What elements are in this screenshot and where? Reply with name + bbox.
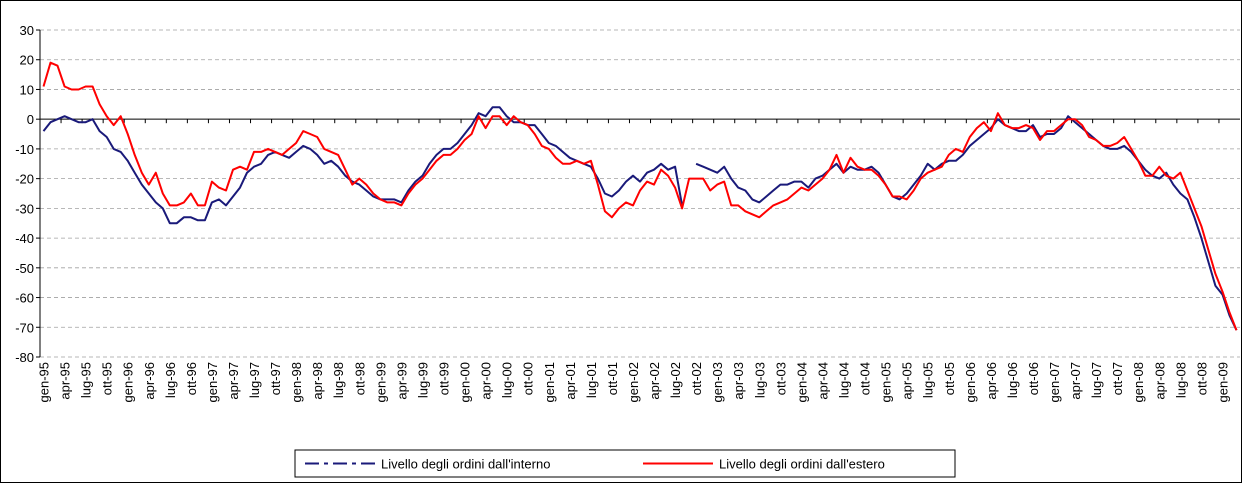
y-tick-label: -70 bbox=[15, 320, 34, 335]
x-tick-label: ott-06 bbox=[1026, 362, 1041, 395]
x-tick-label: ott-98 bbox=[352, 362, 367, 395]
y-tick-label: 30 bbox=[20, 23, 34, 38]
x-tick-label: gen-03 bbox=[710, 362, 725, 402]
legend-box bbox=[294, 449, 956, 478]
x-tick-label: ott-02 bbox=[689, 362, 704, 395]
x-tick-label: lug-07 bbox=[1089, 362, 1104, 398]
x-tick-label: apr-06 bbox=[984, 362, 999, 400]
x-tick-label: apr-00 bbox=[479, 362, 494, 400]
x-tick-label: lug-00 bbox=[500, 362, 515, 398]
x-tick-label: ott-01 bbox=[605, 362, 620, 395]
x-tick-label: apr-08 bbox=[1152, 362, 1167, 400]
x-tick-label: apr-07 bbox=[1068, 362, 1083, 400]
x-tick-label: ott-96 bbox=[184, 362, 199, 395]
x-tick-label: gen-09 bbox=[1215, 362, 1230, 402]
x-tick-label: gen-02 bbox=[626, 362, 641, 402]
x-tick-label: apr-97 bbox=[226, 362, 241, 400]
x-tick-label: ott-03 bbox=[773, 362, 788, 395]
x-tick-label: gen-01 bbox=[542, 362, 557, 402]
x-tick-label: lug-98 bbox=[331, 362, 346, 398]
y-tick-label: -50 bbox=[15, 261, 34, 276]
x-tick-label: lug-99 bbox=[415, 362, 430, 398]
x-tick-label: lug-95 bbox=[79, 362, 94, 398]
x-tick-label: gen-97 bbox=[205, 362, 220, 402]
x-tick-label: ott-08 bbox=[1194, 362, 1209, 395]
x-tick-label: gen-04 bbox=[794, 362, 809, 402]
x-tick-label: lug-96 bbox=[163, 362, 178, 398]
x-tick-label: apr-96 bbox=[142, 362, 157, 400]
x-tick-label: apr-05 bbox=[900, 362, 915, 400]
x-tick-label: apr-04 bbox=[815, 362, 830, 400]
y-tick-label: -20 bbox=[15, 172, 34, 187]
x-tick-label: apr-02 bbox=[647, 362, 662, 400]
x-tick-label: apr-98 bbox=[310, 362, 325, 400]
y-tick-label: -80 bbox=[15, 350, 34, 365]
x-tick-label: lug-04 bbox=[837, 362, 852, 398]
legend-label: Livello degli ordini dall'estero bbox=[719, 457, 885, 472]
legend-label: Livello degli ordini dall'interno bbox=[381, 457, 550, 472]
x-tick-label: lug-05 bbox=[921, 362, 936, 398]
y-tick-label: -30 bbox=[15, 201, 34, 216]
y-tick-label: -40 bbox=[15, 231, 34, 246]
x-tick-label: lug-01 bbox=[584, 362, 599, 398]
x-tick-label: ott-05 bbox=[942, 362, 957, 395]
y-tick-label: 20 bbox=[20, 53, 34, 68]
x-tick-label: lug-02 bbox=[668, 362, 683, 398]
y-tick-label: -60 bbox=[15, 291, 34, 306]
x-tick-label: ott-95 bbox=[100, 362, 115, 395]
x-tick-label: gen-07 bbox=[1047, 362, 1062, 402]
y-tick-label: 0 bbox=[27, 112, 34, 127]
x-tick-label: gen-95 bbox=[37, 362, 52, 402]
y-tick-label: -10 bbox=[15, 142, 34, 157]
x-tick-label: lug-03 bbox=[752, 362, 767, 398]
x-tick-label: lug-06 bbox=[1005, 362, 1020, 398]
x-tick-label: gen-08 bbox=[1131, 362, 1146, 402]
x-tick-label: apr-99 bbox=[394, 362, 409, 400]
x-tick-label: ott-99 bbox=[437, 362, 452, 395]
x-tick-label: apr-03 bbox=[731, 362, 746, 400]
series-line bbox=[42, 61, 1238, 331]
x-tick-label: ott-00 bbox=[521, 362, 536, 395]
x-tick-label: ott-04 bbox=[858, 362, 873, 395]
x-tick-label: gen-99 bbox=[373, 362, 388, 402]
x-tick-label: gen-98 bbox=[289, 362, 304, 402]
x-tick-label: gen-96 bbox=[121, 362, 136, 402]
x-tick-label: apr-01 bbox=[563, 362, 578, 400]
x-tick-label: lug-08 bbox=[1173, 362, 1188, 398]
x-tick-label: ott-07 bbox=[1110, 362, 1125, 395]
x-tick-label: lug-97 bbox=[247, 362, 262, 398]
x-tick-label: gen-05 bbox=[879, 362, 894, 402]
x-tick-label: apr-95 bbox=[58, 362, 73, 400]
x-tick-label: ott-97 bbox=[268, 362, 283, 395]
x-tick-label: gen-06 bbox=[963, 362, 978, 402]
y-tick-label: 10 bbox=[20, 82, 34, 97]
x-tick-label: gen-00 bbox=[458, 362, 473, 402]
